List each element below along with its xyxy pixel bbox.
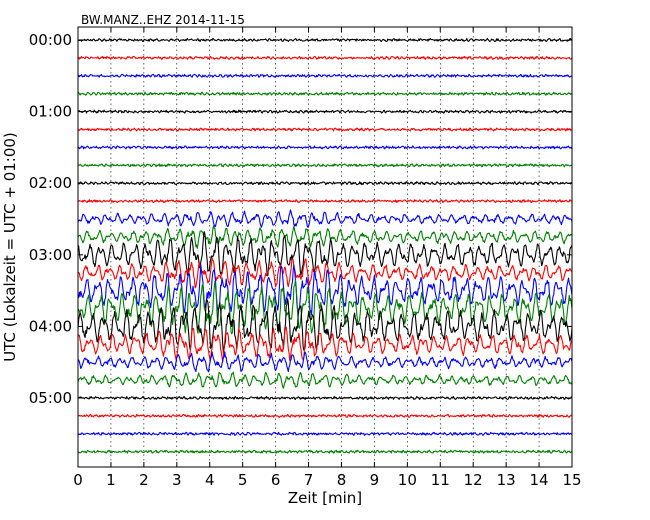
x-tick-label: 7 bbox=[304, 471, 314, 489]
x-tick-label: 10 bbox=[398, 471, 417, 489]
x-tick-label: 5 bbox=[238, 471, 248, 489]
x-tick-label: 4 bbox=[205, 471, 215, 489]
y-tick-label: 01:00 bbox=[29, 103, 72, 121]
x-tick-label: 1 bbox=[106, 471, 116, 489]
trace-line bbox=[77, 351, 573, 373]
plot-frame bbox=[77, 26, 573, 468]
x-tick-label: 11 bbox=[431, 471, 450, 489]
trace-line bbox=[77, 225, 573, 249]
x-tick-label: 9 bbox=[370, 471, 380, 489]
grid-lines bbox=[110, 27, 540, 467]
y-tick-label: 04:00 bbox=[29, 317, 72, 335]
y-axis-label: UTC (Lokalzeit = UTC + 01:00) bbox=[1, 132, 19, 362]
y-tick-label: 00:00 bbox=[29, 31, 72, 49]
x-tick-label: 8 bbox=[337, 471, 347, 489]
trace-line bbox=[77, 326, 573, 363]
trace-line bbox=[77, 91, 573, 96]
trace-line bbox=[77, 298, 573, 354]
x-tick-label: 3 bbox=[172, 471, 182, 489]
trace-line bbox=[77, 449, 573, 454]
x-axis: 0 1 2 3 4 5 6 7 8 9 10 11 12 13 14 15 bbox=[73, 27, 582, 489]
x-axis-label: Zeit [min] bbox=[288, 489, 362, 507]
trace-line bbox=[77, 73, 573, 78]
trace-line bbox=[77, 37, 573, 43]
trace-line bbox=[77, 257, 573, 289]
trace-line bbox=[77, 231, 573, 277]
chart-title: BW.MANZ..EHZ 2014-11-15 bbox=[81, 13, 245, 27]
trace-line bbox=[77, 371, 573, 389]
traces bbox=[77, 37, 573, 454]
x-tick-label: 15 bbox=[562, 471, 581, 489]
trace-line bbox=[77, 199, 573, 204]
y-tick-label: 05:00 bbox=[29, 389, 72, 407]
trace-line bbox=[77, 55, 573, 60]
trace-line bbox=[77, 263, 573, 316]
x-tick-label: 14 bbox=[530, 471, 549, 489]
x-tick-label: 6 bbox=[271, 471, 281, 489]
trace-line bbox=[77, 127, 573, 132]
y-axis: 00:00 01:00 02:00 03:00 04:00 05:00 bbox=[29, 31, 572, 407]
trace-line bbox=[77, 209, 573, 228]
x-tick-label: 13 bbox=[497, 471, 516, 489]
trace-line bbox=[77, 431, 573, 436]
x-tick-label: 12 bbox=[464, 471, 483, 489]
x-tick-label: 0 bbox=[73, 471, 83, 489]
y-tick-label: 03:00 bbox=[29, 246, 72, 264]
trace-line bbox=[77, 395, 573, 400]
y-tick-label: 02:00 bbox=[29, 174, 72, 192]
trace-line bbox=[77, 181, 573, 186]
trace-line bbox=[78, 109, 573, 114]
trace-line bbox=[77, 163, 573, 168]
trace-line bbox=[77, 413, 573, 418]
x-tick-label: 2 bbox=[139, 471, 149, 489]
trace-line bbox=[77, 145, 573, 150]
